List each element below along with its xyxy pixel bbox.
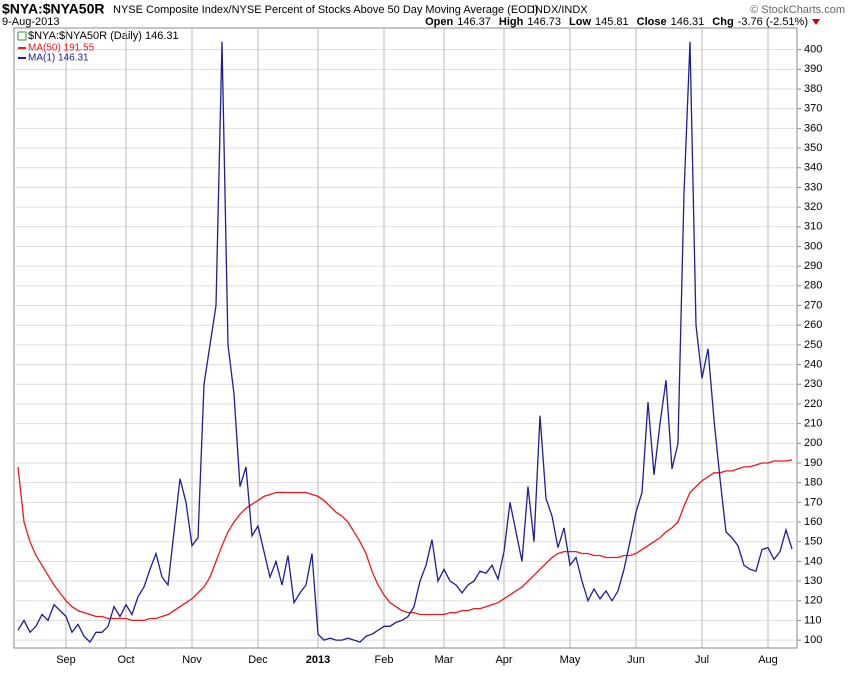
- legend-header: $NYA:$NYA50R (Daily) 146.31: [28, 30, 179, 42]
- exchange: INDX/INDX: [532, 4, 588, 16]
- y-tick-label: 290: [804, 260, 822, 272]
- x-tick-label: 2013: [306, 654, 330, 666]
- y-tick-label: 260: [804, 319, 822, 331]
- y-tick-label: 320: [804, 201, 822, 213]
- y-tick-label: 120: [804, 595, 822, 607]
- stat-label: Low: [569, 16, 591, 28]
- y-tick-label: 250: [804, 339, 822, 351]
- x-tick-label: Sep: [56, 654, 76, 666]
- stat-label: Chg: [712, 16, 733, 28]
- x-tick-label: May: [560, 654, 581, 666]
- y-tick-label: 390: [804, 63, 822, 75]
- stat-value: 146.31: [671, 16, 705, 28]
- y-tick-label: 190: [804, 457, 822, 469]
- x-tick-label: Aug: [758, 654, 778, 666]
- credit: © StockCharts.com: [750, 4, 845, 16]
- y-tick-label: 110: [804, 614, 822, 626]
- y-tick-label: 300: [804, 240, 822, 252]
- y-tick-label: 170: [804, 496, 822, 508]
- y-tick-label: 280: [804, 280, 822, 292]
- y-tick-label: 220: [804, 398, 822, 410]
- y-tick-label: 150: [804, 536, 822, 548]
- y-tick-label: 360: [804, 122, 822, 134]
- legend-label: MA(50) 191.55: [28, 43, 95, 54]
- y-tick-label: 240: [804, 358, 822, 370]
- x-tick-label: Feb: [375, 654, 394, 666]
- y-tick-label: 400: [804, 44, 822, 56]
- y-tick-label: 100: [804, 634, 822, 646]
- stat-label: Close: [637, 16, 667, 28]
- series-line: [17, 459, 793, 622]
- y-tick-label: 230: [804, 378, 822, 390]
- chart-title: $NYA:$NYA50R: [2, 1, 104, 17]
- legend-icon: [17, 31, 27, 41]
- plot-area: [13, 27, 798, 649]
- stat-value: 146.37: [457, 16, 491, 28]
- y-tick-label: 380: [804, 83, 822, 95]
- x-tick-label: Apr: [495, 654, 512, 666]
- y-tick-label: 330: [804, 181, 822, 193]
- x-tick-label: Jun: [627, 654, 645, 666]
- y-tick-label: 340: [804, 162, 822, 174]
- stat-label: Open: [425, 16, 453, 28]
- x-tick-label: Dec: [248, 654, 268, 666]
- y-tick-label: 180: [804, 477, 822, 489]
- x-tick-label: Mar: [435, 654, 454, 666]
- y-tick-label: 200: [804, 437, 822, 449]
- y-tick-label: 130: [804, 575, 822, 587]
- chart-subtitle: NYSE Composite Index/NYSE Percent of Sto…: [113, 4, 538, 16]
- date: 9-Aug-2013: [2, 16, 60, 28]
- stat-value: -3.76 (-2.51%): [738, 16, 808, 28]
- y-tick-label: 310: [804, 221, 822, 233]
- stat-value: 145.81: [595, 16, 629, 28]
- y-tick-label: 160: [804, 516, 822, 528]
- y-tick-label: 210: [804, 418, 822, 430]
- x-tick-label: Nov: [182, 654, 202, 666]
- y-tick-label: 350: [804, 142, 822, 154]
- stat-value: 146.73: [527, 16, 561, 28]
- x-tick-label: Jul: [695, 654, 709, 666]
- down-marker: [812, 19, 820, 25]
- y-tick-label: 370: [804, 103, 822, 115]
- legend-label: MA(1) 146.31: [28, 53, 89, 64]
- stat-label: High: [499, 16, 524, 28]
- y-tick-label: 270: [804, 299, 822, 311]
- y-tick-label: 140: [804, 555, 822, 567]
- series-line: [17, 41, 793, 644]
- x-tick-label: Oct: [117, 654, 134, 666]
